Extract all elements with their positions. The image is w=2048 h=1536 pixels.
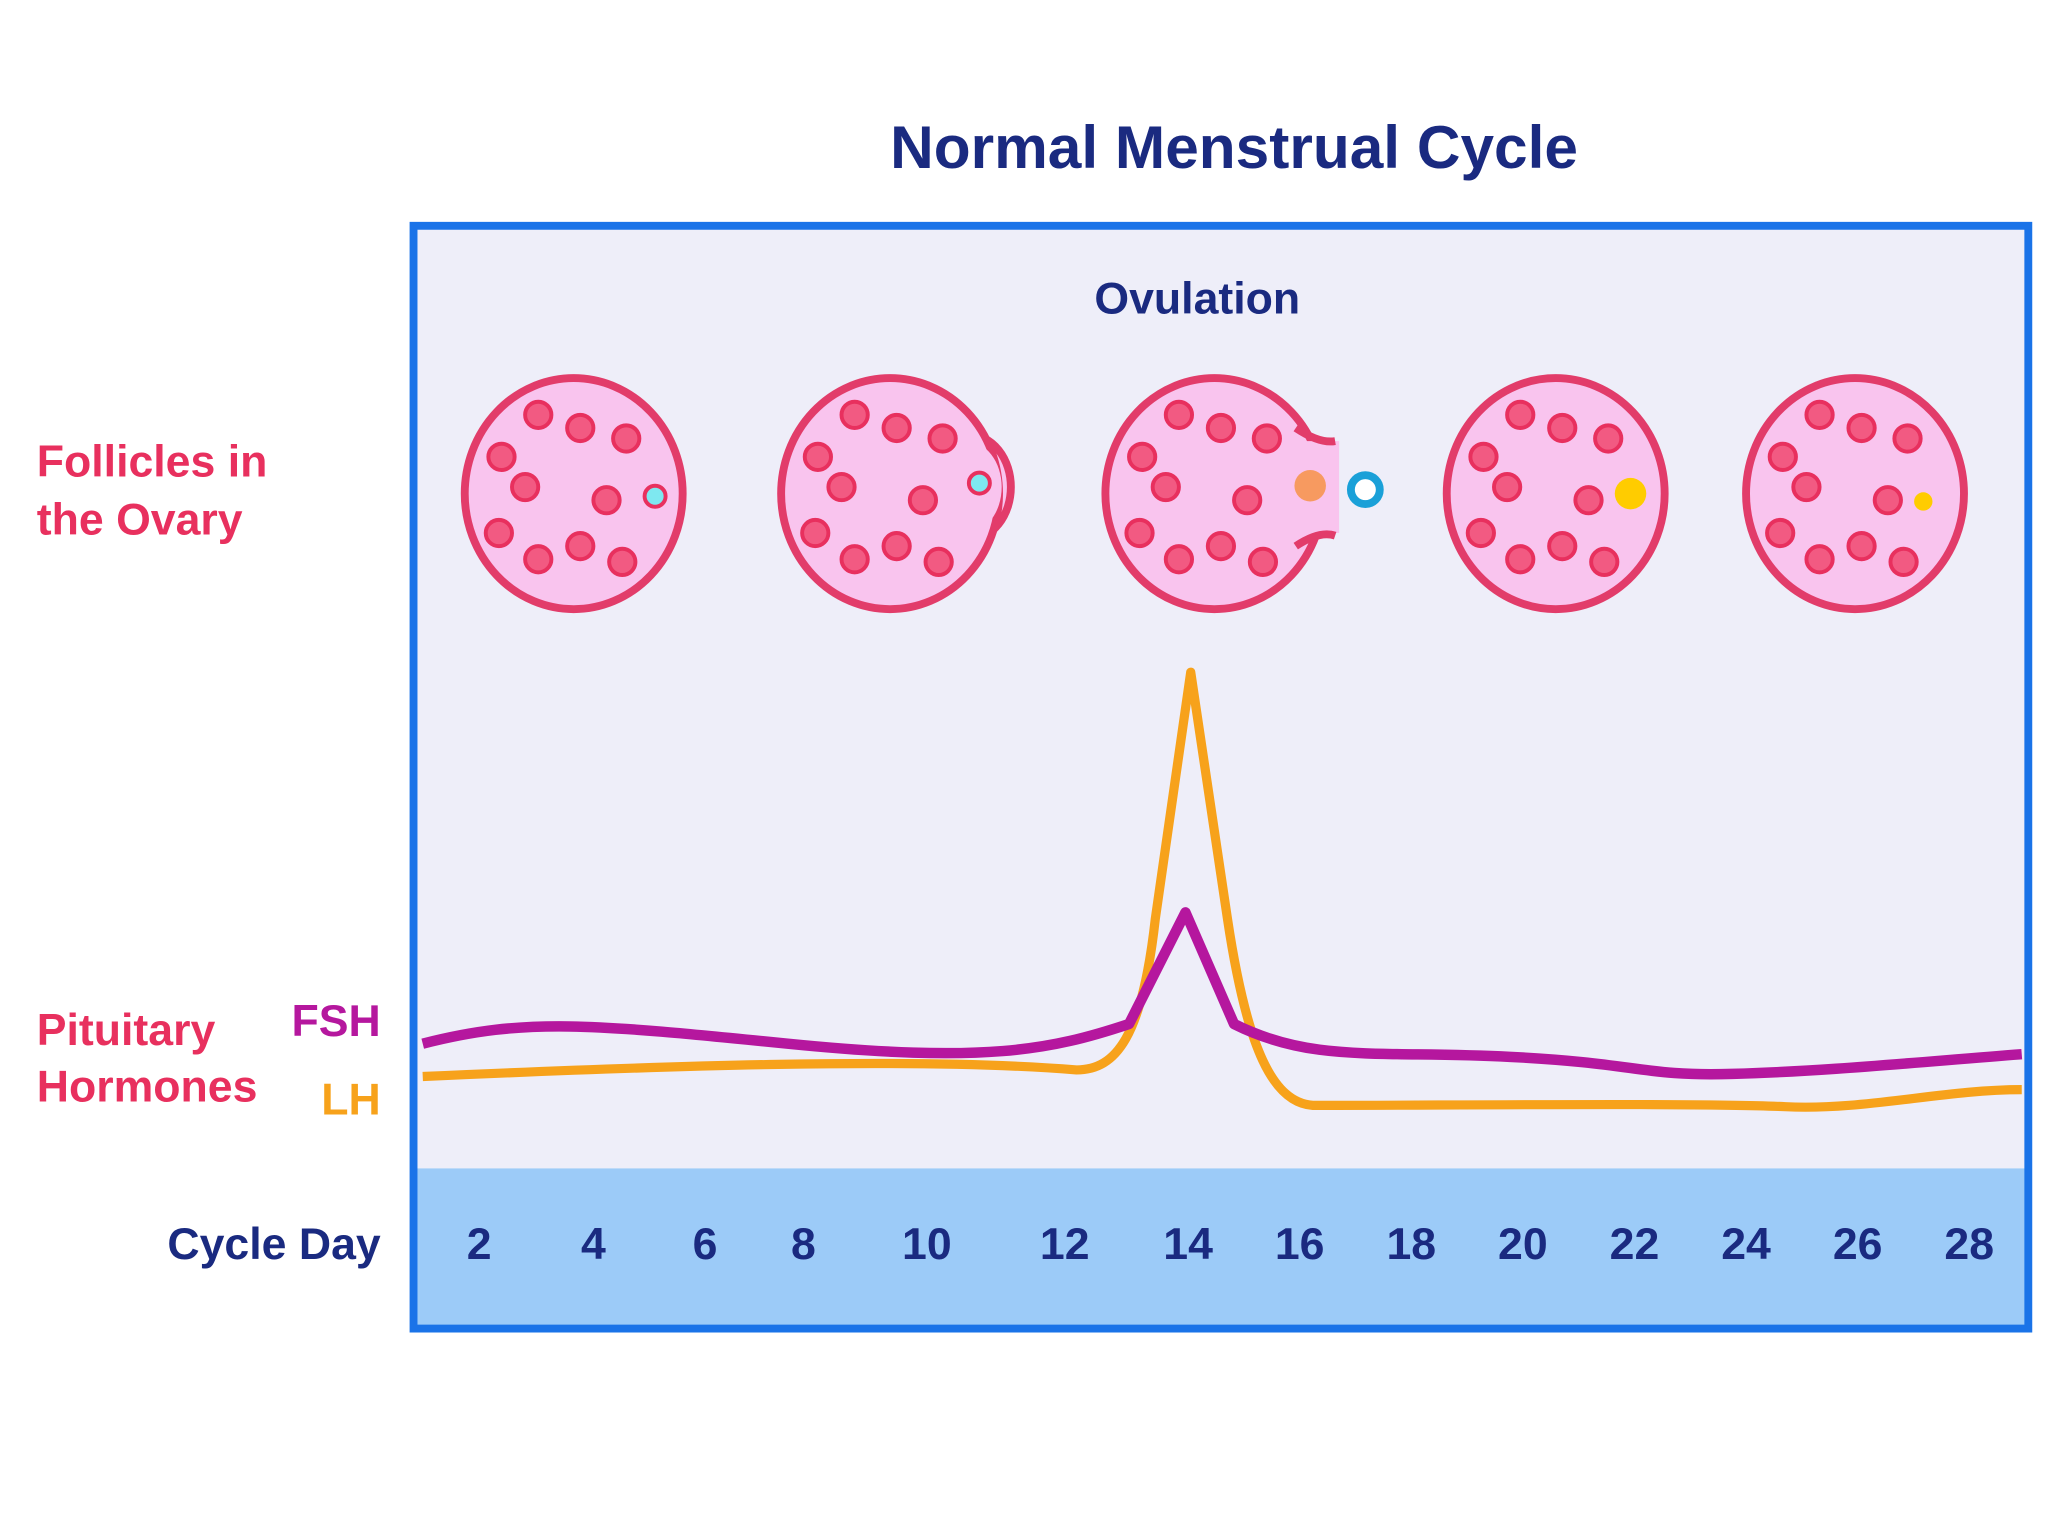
follicle-cell: [1505, 544, 1536, 575]
follicle-cell: [483, 517, 514, 549]
panel-border: [409, 221, 2033, 1333]
day-label: 20: [1498, 1220, 1548, 1269]
follicle-special-cell: [1294, 469, 1326, 502]
follicle-cell: [1465, 517, 1496, 549]
follicle-cell: [1468, 441, 1499, 472]
follicle-cell: [881, 412, 912, 444]
days: 2 4 6 8 10 12 14 16 18 20 22 24 26 28: [467, 1220, 1994, 1269]
follicle-cell: [1765, 517, 1796, 549]
follicle-cell: [486, 441, 517, 472]
follicle-cell: [1804, 399, 1835, 430]
follicle-cell: [1872, 485, 1903, 516]
follicle-cell: [1547, 531, 1578, 562]
follicle-cell: [1547, 412, 1578, 444]
follicles-label: the Ovary: [37, 495, 243, 544]
follicle-cell: [1767, 441, 1798, 472]
follicle-cell: [523, 544, 554, 575]
follicle-cell: [1846, 531, 1877, 562]
follicle-cell: [1791, 471, 1822, 503]
day-label: 16: [1275, 1220, 1325, 1269]
day-label: 26: [1833, 1220, 1883, 1269]
follicle-cell: [881, 531, 912, 562]
day-label: 2: [467, 1220, 492, 1269]
follicle-cell: [510, 471, 541, 503]
fsh-label: FSH: [291, 997, 380, 1046]
follicle-bulge-fill: [930, 441, 1002, 534]
follicles-label: Follicles in: [37, 438, 268, 487]
follicle-special-cell: [642, 483, 668, 509]
egg: [1346, 471, 1384, 509]
follicle-cell: [802, 441, 833, 472]
follicle-cell: [1127, 441, 1158, 472]
follicle-cell: [800, 517, 831, 549]
follicle-cell: [1846, 412, 1877, 444]
follicle-cell: [607, 546, 638, 577]
follicle-cell: [591, 485, 622, 516]
lh-label: LH: [321, 1076, 381, 1125]
follicle-cell: [1251, 423, 1282, 454]
day-label: 28: [1944, 1220, 1994, 1269]
follicle-cell: [565, 531, 596, 562]
follicle-cell: [523, 399, 554, 430]
follicle-cell: [927, 423, 958, 454]
follicle: [1101, 374, 1328, 614]
day-label: 10: [902, 1220, 952, 1269]
follicle-cell: [1205, 412, 1237, 444]
day-label: 18: [1386, 1220, 1436, 1269]
day-band: [413, 1168, 2029, 1326]
follicle-cell: [1589, 546, 1620, 577]
follicle-cell: [1505, 399, 1536, 430]
title: Normal Menstrual Cycle: [890, 113, 1578, 181]
follicle-cell: [1163, 544, 1195, 575]
follicle-cell: [1150, 471, 1181, 503]
day-label: 14: [1163, 1220, 1213, 1269]
follicle-cell: [611, 423, 642, 454]
follicle-cell: [1163, 399, 1195, 430]
cycle-day-label: Cycle Day: [167, 1220, 381, 1269]
day-label: 6: [693, 1220, 718, 1269]
fsh-curve: [421, 907, 2023, 1080]
follicle-cell: [565, 412, 596, 444]
follicle-cell: [839, 399, 870, 430]
follicle-cell: [839, 544, 870, 575]
follicle-cell: [1232, 485, 1263, 516]
follicle-cell: [1804, 544, 1835, 575]
follicle-cell: [1888, 546, 1919, 577]
follicle-special-cell: [1914, 492, 1933, 511]
follicle-cell: [1247, 546, 1279, 577]
follicle-special-cell: [966, 470, 992, 496]
day-label: 12: [1040, 1220, 1090, 1269]
follicle-cell: [923, 546, 954, 577]
ovulation-label: Ovulation: [1094, 275, 1300, 324]
day-label: 22: [1610, 1220, 1660, 1269]
follicle-special-cell: [1614, 477, 1647, 510]
follicle-cell: [1892, 423, 1923, 454]
hormones-label: Hormones: [37, 1062, 258, 1111]
follicle-cell: [907, 485, 939, 516]
follicles: [460, 374, 1968, 614]
follicle-cell: [1593, 423, 1624, 454]
follicle-cell: [826, 471, 857, 503]
follicle-cell: [1492, 471, 1523, 503]
day-label: 24: [1721, 1220, 1771, 1269]
follicle-cell: [1205, 531, 1237, 562]
follicle-lip: [1293, 424, 1337, 550]
day-label: 4: [581, 1220, 606, 1269]
hormones-label: Pituitary: [37, 1006, 216, 1055]
follicle-cell: [1124, 517, 1155, 549]
follicle-cell: [1573, 485, 1604, 516]
day-label: 8: [791, 1220, 816, 1269]
follicle: [1742, 374, 1968, 614]
